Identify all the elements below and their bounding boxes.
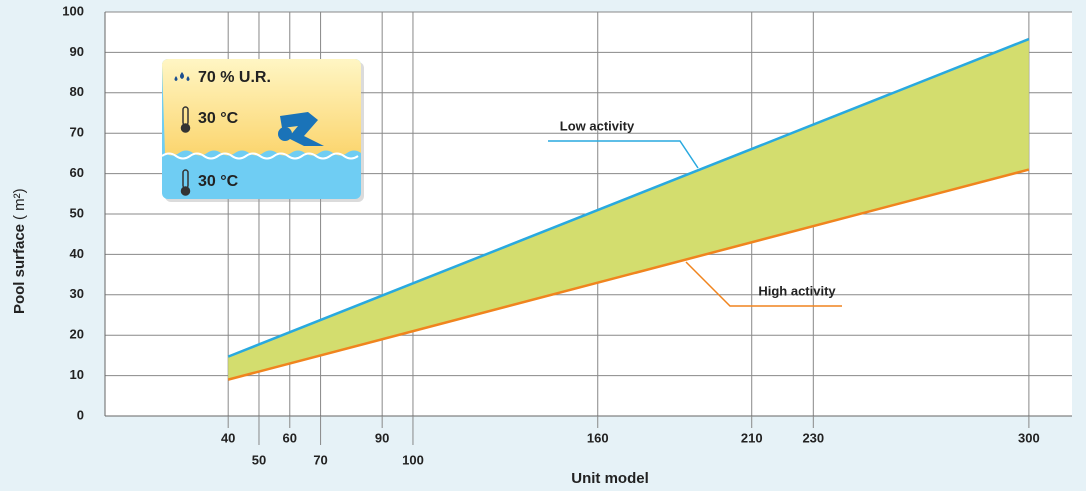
x-tick-label: 60 — [283, 430, 297, 445]
x-axis-title: Unit model — [571, 470, 649, 487]
y-tick-label: 0 — [77, 407, 84, 422]
marks — [227, 37, 1030, 381]
y-tick-label: 50 — [70, 205, 84, 220]
y-tick-label: 10 — [70, 367, 84, 382]
x-tick-label: 230 — [802, 430, 824, 445]
x-tick-label: 70 — [313, 452, 327, 467]
inset-air — [162, 59, 361, 156]
thermometer-icon — [180, 169, 191, 196]
y-axis-title: Pool surface — [11, 224, 28, 314]
callout-high — [685, 261, 842, 307]
series-label: Low activity — [560, 118, 635, 133]
x-tick-label: 300 — [1018, 430, 1040, 445]
x-tick-label: 40 — [221, 430, 235, 445]
x-tick-label: 90 — [375, 430, 389, 445]
x-tick-label: 210 — [741, 430, 763, 445]
y-tick-label: 90 — [70, 44, 84, 59]
y-axis-title-group: Pool surface ( m²) — [11, 188, 28, 314]
y-tick-label: 60 — [70, 165, 84, 180]
drops-icon — [174, 72, 190, 81]
inset: 70 % U.R. 30 °C 30 °C — [161, 59, 364, 202]
y-tick-label: 100 — [62, 3, 84, 18]
inset-label: 30 °C — [198, 110, 239, 127]
inset-label: 70 % U.R. — [198, 69, 271, 86]
inset-label: 30 °C — [198, 173, 239, 190]
y-tick-label: 70 — [70, 125, 84, 140]
y-axis-unit: ( m²) — [11, 188, 28, 220]
y-tick-label: 40 — [70, 246, 84, 261]
x-tick-label: 100 — [402, 452, 424, 467]
series-line — [227, 168, 1030, 381]
y-tick-label: 80 — [70, 84, 84, 99]
x-tick-label: 160 — [587, 430, 609, 445]
y-tick-label: 30 — [70, 286, 84, 301]
wave — [161, 152, 359, 160]
swimmer-icon — [278, 112, 324, 146]
thermometer-icon — [180, 106, 191, 133]
x-tick-label: 50 — [252, 452, 266, 467]
series-line — [227, 37, 1030, 358]
fill-between — [228, 39, 1029, 380]
callout-low — [548, 140, 699, 169]
y-tick-label: 20 — [70, 327, 84, 342]
series-label: High activity — [758, 283, 836, 298]
